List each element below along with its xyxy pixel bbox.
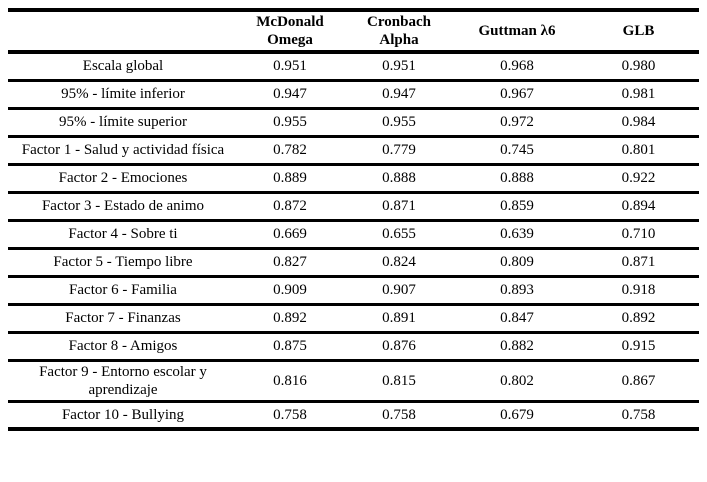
header-row: McDonald Omega Cronbach Alpha Guttman λ6… (8, 10, 699, 52)
value-cell: 0.967 (500, 86, 534, 102)
value-cell: 0.871 (382, 198, 416, 214)
value-cell: 0.859 (500, 198, 534, 214)
value-cell: 0.816 (273, 372, 307, 389)
value-cell: 0.981 (621, 86, 656, 102)
value-cell: 0.915 (621, 338, 656, 354)
value-cell: 0.893 (500, 282, 534, 298)
row-label: 95% - límite superior (59, 114, 187, 130)
row-label: Factor 1 - Salud y actividad física (21, 142, 225, 158)
value-cell: 0.876 (382, 338, 416, 354)
row-label: Factor 5 - Tiempo libre (53, 254, 193, 270)
value-cell: 0.984 (621, 114, 656, 130)
value-cell: 0.758 (621, 406, 656, 423)
table-row: Factor 9 - Entorno escolar y aprendizaje… (8, 360, 699, 401)
table-header: McDonald Omega Cronbach Alpha Guttman λ6… (8, 10, 699, 52)
table-body: Escala global 0.951 0.951 0.968 0.980 95% - l… (8, 52, 699, 429)
value-cell: 0.782 (273, 142, 307, 158)
value-cell: 0.955 (273, 114, 307, 130)
reliability-table: McDonald Omega Cronbach Alpha Guttman λ6… (8, 8, 699, 431)
table-row: Factor 2 - Emociones 0.889 0.888 0.888 0.922 (8, 164, 699, 192)
value-cell: 0.758 (273, 406, 307, 423)
row-label: Factor 4 - Sobre ti (68, 226, 178, 242)
table-row: Factor 8 - Amigos 0.875 0.876 0.882 0.915 (8, 332, 699, 360)
table-row: Factor 1 - Salud y actividad física 0.782… (8, 136, 699, 164)
row-label: Factor 9 - Entorno escolar y aprendizaje (39, 363, 207, 398)
value-cell: 0.802 (500, 372, 534, 389)
value-cell: 0.669 (273, 226, 307, 242)
value-cell: 0.815 (382, 372, 416, 389)
value-cell: 0.882 (500, 338, 534, 354)
row-label: Factor 7 - Finanzas (65, 310, 181, 326)
value-cell: 0.894 (621, 198, 656, 214)
row-label: 95% - límite inferior (61, 86, 185, 102)
row-label: Factor 8 - Amigos (68, 338, 178, 354)
value-cell: 0.801 (621, 142, 656, 158)
header-cronbach-alpha: Cronbach Alpha (367, 14, 431, 48)
value-cell: 0.872 (273, 198, 307, 214)
value-cell: 0.892 (621, 310, 656, 326)
value-cell: 0.824 (382, 254, 416, 270)
table-row: 95% - límite superior 0.955 0.955 0.972 0.98… (8, 108, 699, 136)
table-row: Factor 6 - Familia 0.909 0.907 0.893 0.918 (8, 276, 699, 304)
table-row: Factor 3 - Estado de animo 0.872 0.871 0.85… (8, 192, 699, 220)
header-glb: GLB (622, 23, 655, 39)
table-row: Factor 10 - Bullying 0.758 0.758 0.679 0.758 (8, 401, 699, 429)
value-cell: 0.639 (500, 226, 534, 242)
table-row: Factor 4 - Sobre ti 0.669 0.655 0.639 0.710 (8, 220, 699, 248)
row-label: Factor 3 - Estado de animo (41, 198, 205, 214)
value-cell: 0.809 (500, 254, 534, 270)
value-cell: 0.871 (621, 254, 656, 270)
row-label: Escala global (82, 58, 164, 75)
value-cell: 0.655 (382, 226, 416, 242)
value-cell: 0.867 (621, 372, 656, 389)
value-cell: 0.947 (273, 86, 307, 102)
value-cell: 0.951 (382, 58, 416, 75)
page-content: McDonald Omega Cronbach Alpha Guttman λ6… (8, 8, 699, 431)
value-cell: 0.758 (382, 406, 416, 423)
table-row: Factor 7 - Finanzas 0.892 0.891 0.847 0.892 (8, 304, 699, 332)
row-label: Factor 10 - Bullying (61, 406, 185, 423)
value-cell: 0.710 (621, 226, 656, 242)
value-cell: 0.827 (273, 254, 307, 270)
value-cell: 0.907 (382, 282, 416, 298)
value-cell: 0.847 (500, 310, 534, 326)
header-mcdonald-omega: McDonald Omega (256, 14, 324, 48)
row-label: Factor 6 - Familia (69, 282, 177, 298)
value-cell: 0.980 (621, 58, 656, 75)
header-empty-cell (8, 10, 238, 52)
value-cell: 0.875 (273, 338, 307, 354)
value-cell: 0.888 (500, 170, 534, 186)
value-cell: 0.951 (273, 58, 307, 75)
table-row: Factor 5 - Tiempo libre 0.827 0.824 0.809 0.… (8, 248, 699, 276)
value-cell: 0.891 (382, 310, 416, 326)
value-cell: 0.922 (621, 170, 656, 186)
table-row: 95% - límite inferior 0.947 0.947 0.967 0.98… (8, 80, 699, 108)
value-cell: 0.889 (273, 170, 307, 186)
value-cell: 0.968 (500, 58, 534, 75)
value-cell: 0.679 (500, 406, 534, 423)
value-cell: 0.918 (621, 282, 656, 298)
value-cell: 0.888 (382, 170, 416, 186)
value-cell: 0.909 (273, 282, 307, 298)
value-cell: 0.745 (500, 142, 534, 158)
value-cell: 0.779 (382, 142, 416, 158)
table-row: Escala global 0.951 0.951 0.968 0.980 (8, 52, 699, 80)
value-cell: 0.955 (382, 114, 416, 130)
header-guttman-lambda6: Guttman λ6 (478, 23, 556, 39)
value-cell: 0.947 (382, 86, 416, 102)
row-label: Factor 2 - Emociones (58, 170, 188, 186)
value-cell: 0.892 (273, 310, 307, 326)
value-cell: 0.972 (500, 114, 534, 130)
